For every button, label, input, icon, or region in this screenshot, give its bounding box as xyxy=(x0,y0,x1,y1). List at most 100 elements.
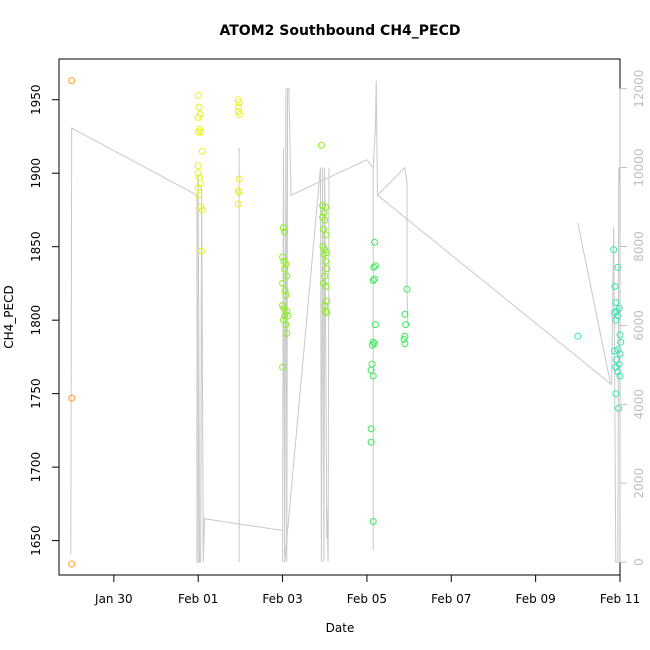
y-tick-label-5: 1900 xyxy=(29,158,43,189)
x-axis: Jan 30 Feb 01 Feb 03 Feb 05 Feb 07 Feb 09 Feb … xyxy=(94,574,640,606)
data-point-1-1 xyxy=(195,103,203,111)
data-point-4-3 xyxy=(611,282,619,290)
data-point-1-15 xyxy=(198,206,206,214)
data-point-4-17 xyxy=(612,363,620,371)
x-tick-label-2: Feb 03 xyxy=(262,592,302,606)
y-axis-label: CH4_PECD xyxy=(2,285,16,348)
data-point-4-20 xyxy=(612,390,620,398)
data-point-3-15 xyxy=(403,285,411,293)
data-point-3-18 xyxy=(401,332,409,340)
x-tick-label-3: Feb 05 xyxy=(347,592,387,606)
data-point-2-31 xyxy=(322,257,330,265)
data-point-4-1 xyxy=(610,246,618,254)
data-point-2-6 xyxy=(283,272,291,280)
data-point-4-4 xyxy=(612,299,620,306)
data-point-0-1 xyxy=(68,394,76,402)
data-point-4-12 xyxy=(614,346,622,354)
data-point-3-8 xyxy=(368,341,376,349)
x-tick-label-1: Feb 01 xyxy=(178,592,218,606)
data-point-2-16 xyxy=(282,321,290,329)
data-point-2-25 xyxy=(320,225,327,233)
y-tick-label-2: 1750 xyxy=(29,378,43,409)
data-point-2-18 xyxy=(279,363,287,371)
data-point-4-11 xyxy=(617,338,625,346)
data-point-2-30 xyxy=(320,250,328,258)
data-point-3-19 xyxy=(400,335,408,343)
data-point-1-7 xyxy=(198,147,206,155)
data-point-1-3 xyxy=(194,113,202,121)
x-tick-label-4: Feb 07 xyxy=(431,592,471,606)
data-point-4-13 xyxy=(611,347,618,355)
right-y-tick-label-5: 10000 xyxy=(632,148,646,186)
right-y-tick-label-2: 4000 xyxy=(632,389,646,420)
data-point-1-6 xyxy=(197,128,205,136)
x-axis-label: Date xyxy=(326,621,355,635)
data-point-2-26 xyxy=(322,231,330,239)
data-point-4-9 xyxy=(612,316,620,324)
data-point-1-17 xyxy=(234,96,242,104)
data-point-3-12 xyxy=(367,425,375,433)
data-point-0-2 xyxy=(68,560,76,568)
data-point-1-25 xyxy=(234,200,242,208)
data-point-2-17 xyxy=(283,329,291,337)
data-point-3-11 xyxy=(369,372,377,380)
data-point-2-24 xyxy=(321,216,329,224)
data-point-2-38 xyxy=(322,307,330,315)
data-point-2-35 xyxy=(322,282,330,290)
data-point-1-23 xyxy=(234,187,242,195)
data-point-4-21 xyxy=(615,404,623,412)
data-point-1-13 xyxy=(195,191,203,199)
data-point-1-21 xyxy=(236,110,243,118)
data-point-2-9 xyxy=(282,291,290,299)
data-point-1-22 xyxy=(235,175,243,183)
data-point-2-32 xyxy=(323,265,331,273)
data-point-1-9 xyxy=(194,169,202,177)
data-point-2-13 xyxy=(281,312,289,320)
data-point-2-0 xyxy=(279,224,287,232)
data-point-3-7 xyxy=(371,340,378,348)
x-tick-label-6: Feb 11 xyxy=(600,592,640,606)
data-point-2-12 xyxy=(283,307,291,315)
data-point-3-4 xyxy=(369,277,377,284)
y-tick-label-3: 1800 xyxy=(29,305,43,336)
data-point-2-8 xyxy=(281,287,289,295)
data-point-1-12 xyxy=(194,184,202,192)
y-tick-label-4: 1850 xyxy=(29,231,43,262)
data-point-3-14 xyxy=(369,518,377,525)
data-point-3-10 xyxy=(367,366,375,374)
right-y-tick-label-4: 8000 xyxy=(632,231,646,262)
y-tick-label-6: 1950 xyxy=(29,84,43,115)
data-point-2-5 xyxy=(281,265,289,273)
data-point-2-2 xyxy=(279,253,287,261)
data-point-2-14 xyxy=(284,312,292,320)
data-point-3-2 xyxy=(370,263,378,271)
data-point-1-18 xyxy=(235,99,243,107)
data-point-4-18 xyxy=(614,368,622,376)
data-point-2-22 xyxy=(320,209,328,217)
data-point-2-1 xyxy=(281,228,289,236)
y-tick-label-0: 1650 xyxy=(29,525,43,556)
data-point-4-0 xyxy=(574,332,582,340)
data-point-1-11 xyxy=(196,180,204,187)
data-point-3-3 xyxy=(371,275,378,283)
data-point-1-0 xyxy=(194,91,202,99)
right-y-tick-label-3: 6000 xyxy=(632,310,646,341)
trace-line-0 xyxy=(70,88,374,563)
data-point-1-24 xyxy=(235,188,243,196)
data-point-1-19 xyxy=(235,103,243,111)
data-point-3-13 xyxy=(367,438,375,446)
right-y-tick-label-0: 0 xyxy=(632,558,646,566)
data-point-1-16 xyxy=(198,247,206,255)
data-point-2-36 xyxy=(323,297,331,305)
trace-line-2 xyxy=(284,167,330,563)
data-point-0-0 xyxy=(68,77,76,85)
data-point-2-19 xyxy=(317,141,325,149)
right-y-tick-label-6: 12000 xyxy=(632,70,646,108)
data-point-4-8 xyxy=(614,312,622,320)
chart-title: ATOM2 Southbound CH4_PECD xyxy=(220,23,461,39)
data-point-2-4 xyxy=(282,260,290,268)
data-point-3-5 xyxy=(371,321,379,329)
data-point-3-0 xyxy=(371,238,378,246)
